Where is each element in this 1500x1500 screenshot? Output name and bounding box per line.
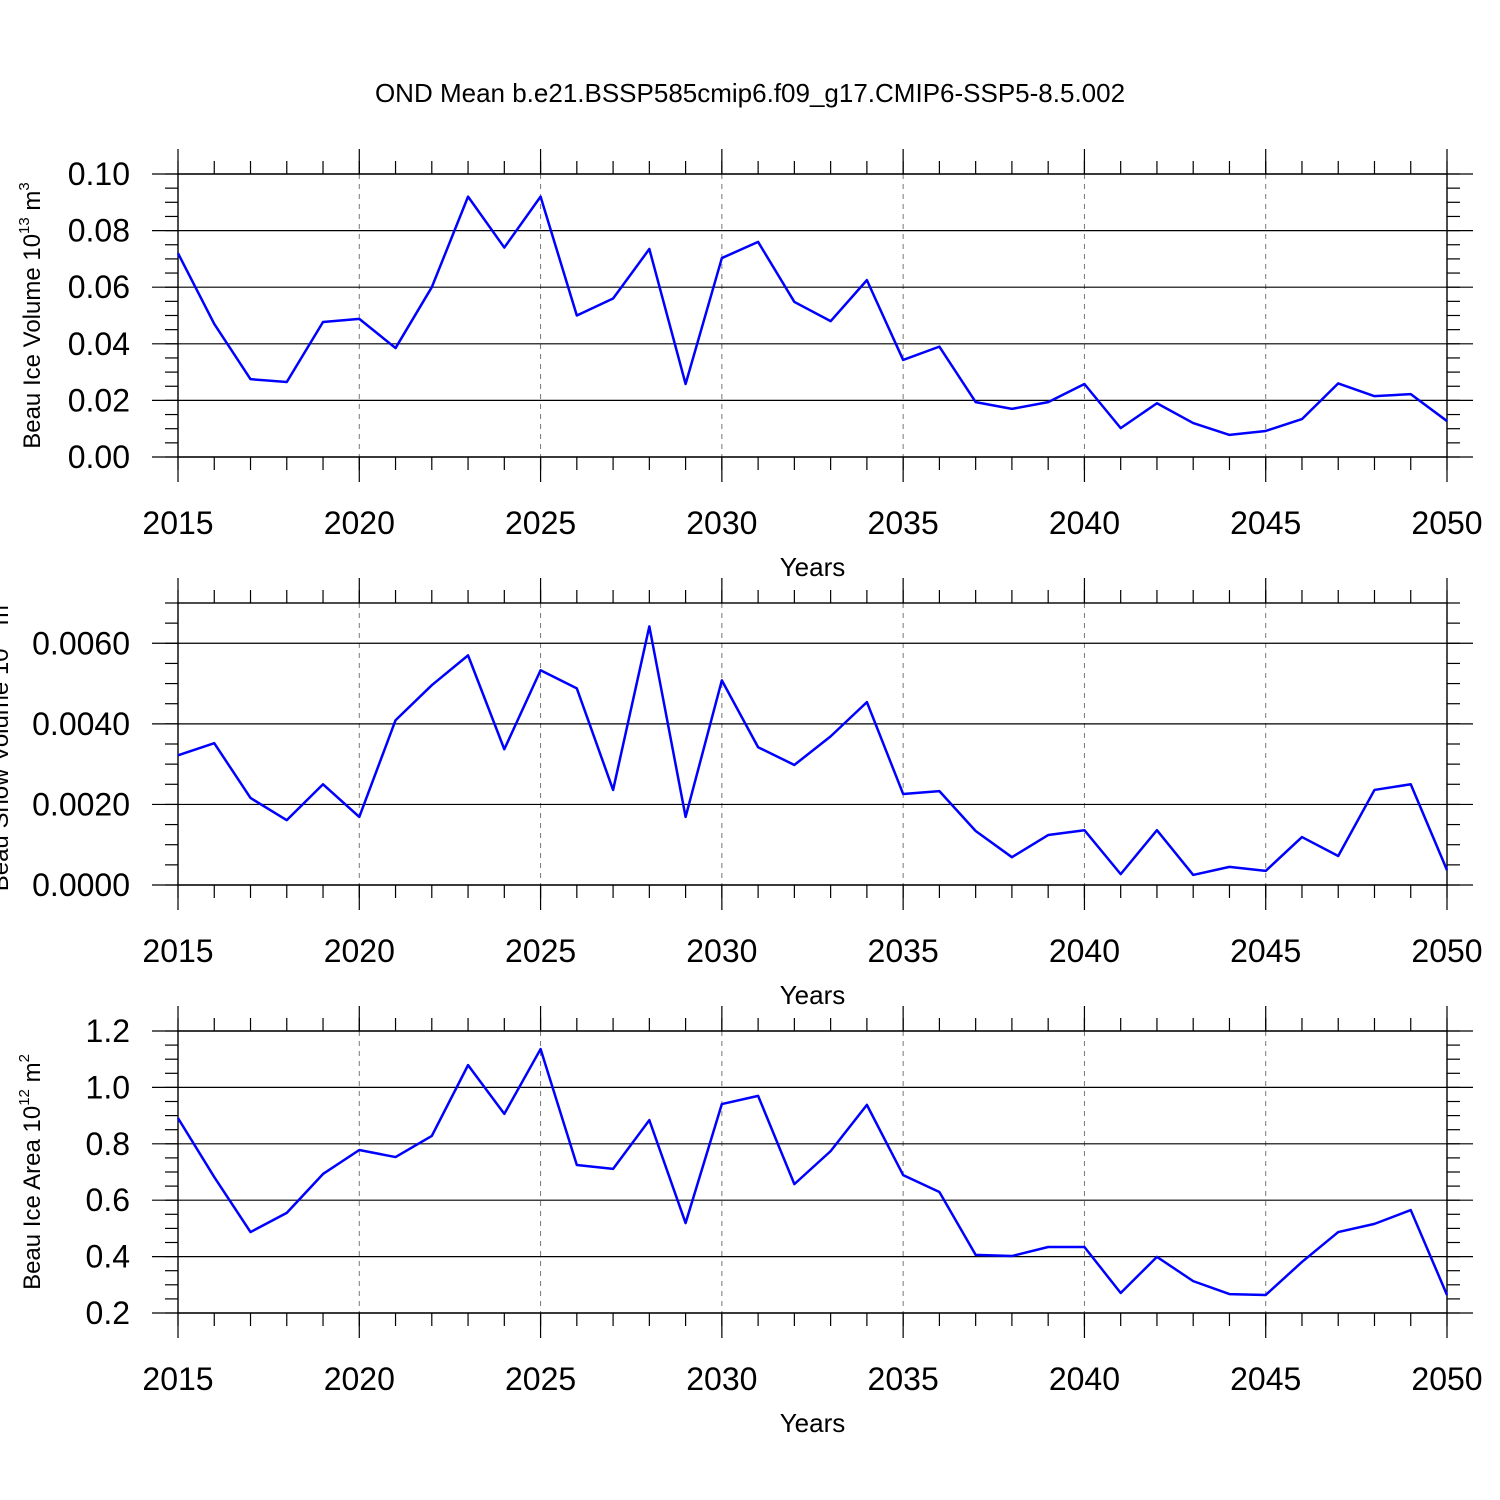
y-axis-label-part: 12 [16, 1089, 33, 1106]
x-tick-label: 2015 [142, 933, 213, 969]
x-tick-label: 2030 [686, 933, 757, 969]
y-tick-label: 0.10 [68, 156, 130, 192]
data-line [177, 625, 1449, 877]
y-tick-label: 0.0060 [32, 625, 130, 661]
y-tick-label: 0.08 [68, 213, 130, 249]
y-axis-label-part: 3 [0, 597, 1, 605]
x-tick-label: 2040 [1049, 505, 1120, 541]
y-tick-label: 0.0020 [32, 786, 130, 822]
x-tick-label: 2030 [686, 505, 757, 541]
y-tick-label: 0.4 [86, 1239, 130, 1275]
data-line [176, 1047, 1449, 1297]
y-axis-label-part: 13 [0, 632, 1, 649]
y-axis-label-part: Beau Ice Volume 10 [19, 234, 46, 449]
y-axis-label: Beau Ice Area 1012 m2 [16, 1054, 46, 1290]
y-tick-label: 0.6 [86, 1182, 130, 1218]
y-axis-label-part: 3 [16, 182, 33, 190]
x-tick-label: 2025 [505, 505, 576, 541]
y-axis-label-part: Beau Ice Area 10 [19, 1106, 46, 1290]
x-tick-label: 2025 [505, 1361, 576, 1397]
x-tick-label: 2025 [505, 933, 576, 969]
y-axis-label-part: Beau Snow Volume 10 [0, 648, 14, 891]
x-axis-label: Years [780, 1408, 846, 1438]
x-axis-label: Years [780, 980, 846, 1010]
plot-frame [177, 173, 1448, 458]
x-tick-label: 2050 [1411, 505, 1482, 541]
x-tick-label: 2015 [142, 1361, 213, 1397]
x-tick-label: 2015 [142, 505, 213, 541]
y-tick-label: 0.04 [68, 326, 130, 362]
y-axis-label-part: 13 [16, 217, 33, 234]
x-tick-label: 2020 [324, 933, 395, 969]
y-tick-label: 0.2 [86, 1295, 130, 1331]
y-tick-label: 0.0040 [32, 706, 130, 742]
y-axis-label: Beau Snow Volume 1013 m3 [0, 597, 14, 892]
data-line [176, 195, 1448, 437]
plot-frame [177, 1030, 1448, 1314]
x-tick-label: 2035 [868, 1361, 939, 1397]
y-tick-label: 0.00 [68, 439, 130, 475]
x-tick-label: 2040 [1049, 933, 1120, 969]
y-tick-label: 1.0 [86, 1069, 130, 1105]
y-tick-label: 0.8 [86, 1126, 130, 1162]
x-axis-label: Years [780, 552, 846, 582]
x-tick-label: 2040 [1049, 1361, 1120, 1397]
figure-title: OND Mean b.e21.BSSP585cmip6.f09_g17.CMIP… [375, 78, 1125, 108]
y-axis-label-part: m [19, 191, 46, 218]
y-tick-label: 0.02 [68, 382, 130, 418]
x-tick-label: 2045 [1230, 505, 1301, 541]
x-tick-label: 2035 [868, 505, 939, 541]
x-tick-label: 2035 [868, 933, 939, 969]
x-tick-label: 2045 [1230, 933, 1301, 969]
y-axis-label-part: m [19, 1062, 46, 1089]
y-tick-label: 1.2 [86, 1013, 130, 1049]
plot-frame [177, 602, 1448, 886]
y-axis-label-part: 2 [16, 1054, 33, 1062]
x-tick-label: 2050 [1411, 933, 1482, 969]
x-tick-label: 2030 [686, 1361, 757, 1397]
x-tick-label: 2020 [324, 1361, 395, 1397]
y-tick-label: 0.06 [68, 269, 130, 305]
y-axis-label-part: m [0, 605, 14, 632]
y-axis-label: Beau Ice Volume 1013 m3 [16, 182, 46, 449]
x-tick-label: 2020 [324, 505, 395, 541]
x-tick-label: 2045 [1230, 1361, 1301, 1397]
x-tick-label: 2050 [1411, 1361, 1482, 1397]
y-tick-label: 0.0000 [32, 867, 130, 903]
